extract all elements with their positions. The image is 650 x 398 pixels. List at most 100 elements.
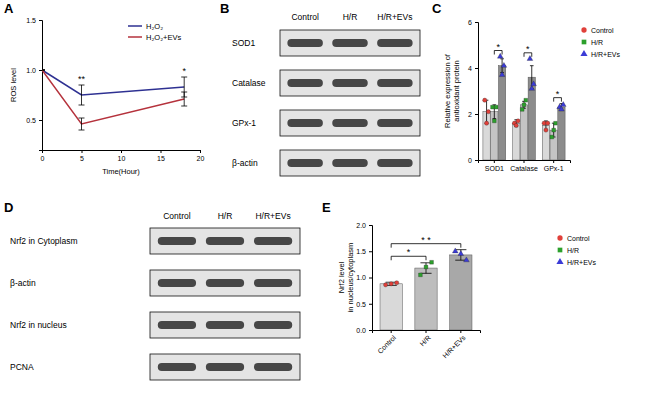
data-point: [501, 62, 507, 67]
data-point: [486, 110, 490, 114]
blot-strip: [150, 312, 300, 338]
blot-band: [287, 159, 322, 167]
blot-band: [377, 119, 412, 127]
blot-band: [377, 159, 412, 167]
blot-band: [158, 321, 196, 329]
data-point: [516, 119, 520, 123]
legend: ControlH/RH/R+EVs: [556, 235, 596, 266]
x-axis-title: Time(Hour): [102, 167, 140, 176]
lane-label: H/R: [343, 12, 358, 22]
blot-band: [158, 363, 196, 371]
error-cap: [79, 105, 85, 106]
tick-mark: [161, 150, 162, 153]
blot-strip: [150, 354, 300, 380]
tick: 2: [468, 111, 478, 118]
row-label: Nrf2 in nucleus: [10, 320, 67, 330]
tick: Catalase: [510, 160, 538, 172]
blot-band: [377, 79, 412, 87]
data-point: [552, 128, 556, 132]
blot-panel: DControlH/RH/R+EVsNrf2 in Cytoplasmβ-act…: [4, 200, 300, 380]
axis-line: [475, 23, 479, 161]
tick-mark: [475, 160, 478, 161]
lane-label: H/R+EVs: [255, 211, 290, 221]
error-bar: [42, 70, 45, 71]
tick-mark: [39, 20, 42, 21]
panel-label: D: [4, 200, 13, 215]
data-point: [389, 282, 393, 286]
tick-label: 1.5: [356, 248, 366, 255]
line-chart: A051015200.51.01.5Time(Hour)ROS level***…: [4, 1, 204, 176]
tick: 5: [80, 150, 84, 162]
annotations: ** *: [391, 235, 461, 261]
annotations: ***: [494, 42, 561, 102]
tick-label: 0.5: [26, 117, 36, 124]
x-axis: SOD1CatalaseGPx-1: [479, 160, 571, 172]
annotation: *: [182, 66, 186, 76]
error-cap: [455, 249, 466, 250]
legend-swatch: [582, 40, 587, 45]
panel-label: C: [432, 1, 442, 16]
legend-swatch: [580, 50, 587, 56]
tick-mark: [524, 160, 525, 163]
data-point: [550, 135, 554, 139]
bar-chart: EControlH/RH/R+EVs0.00.51.01.52.0Nrf2 le…: [322, 200, 596, 359]
blot-band: [158, 279, 196, 287]
tick-mark: [426, 330, 427, 333]
blot-strip: [280, 30, 420, 56]
bar: [380, 284, 402, 330]
error-cap: [42, 70, 45, 71]
error-cap: [181, 92, 187, 93]
tick-mark: [369, 278, 372, 279]
annotation: **: [78, 74, 86, 84]
tick-label: 5: [80, 155, 84, 162]
axis-line: [39, 21, 43, 151]
data-point: [458, 251, 464, 256]
legend-label: H/R+EVs: [567, 259, 596, 266]
bar: [528, 77, 535, 160]
tick: 6: [468, 19, 478, 26]
x-axis: ControlH/RH/R+EVs: [373, 330, 481, 359]
data-point: [514, 123, 518, 127]
y-axis-title-line: Nrf2 level: [337, 261, 346, 293]
blot-band: [254, 363, 292, 371]
axis-line: [373, 331, 481, 334]
data-point: [529, 85, 535, 90]
row-label: Catalase: [232, 78, 266, 88]
error-bar: [522, 101, 526, 108]
blot-strip: [280, 70, 420, 96]
bar: [415, 268, 437, 330]
y-axis-title-line: Relative expression of: [443, 53, 452, 128]
legend-swatch: [128, 25, 142, 27]
blot-strip: [280, 110, 420, 136]
blot-band: [287, 119, 322, 127]
legend-swatch: [128, 36, 142, 38]
blot-band: [254, 279, 292, 287]
legend: ControlH/RH/R+EVs: [580, 27, 620, 58]
error-cap: [42, 70, 45, 71]
tick: Control: [376, 330, 397, 355]
tick-mark: [39, 120, 42, 121]
data-point: [419, 273, 423, 277]
legend-swatch: [556, 258, 563, 264]
tick-label: 1.5: [26, 17, 36, 24]
tick-label: 10: [118, 155, 126, 162]
data-point: [522, 103, 526, 107]
data-point: [560, 102, 566, 107]
y-axis: 0.5 1.0 1.5: [26, 17, 42, 151]
tick: SOD1: [485, 160, 504, 172]
figure: A051015200.51.01.5Time(Hour)ROS level***…: [0, 0, 650, 398]
data-point: [524, 98, 528, 102]
bar: [513, 123, 520, 160]
lane-label: Control: [291, 12, 319, 22]
lane-label: H/R+EVs: [377, 12, 412, 22]
legend-swatch: [558, 248, 563, 253]
tick: 1.0: [26, 67, 42, 74]
tick-mark: [200, 150, 201, 153]
error-bar: [420, 263, 431, 274]
y-axis-title: Nrf2 levelin nucleus/cytoplasm: [337, 243, 355, 313]
data-point: [395, 281, 399, 285]
tick-label: 15: [157, 155, 165, 162]
tick: 2.0: [356, 222, 372, 229]
figure-svg: A051015200.51.01.5Time(Hour)ROS level***…: [0, 0, 650, 398]
error-bar: [79, 118, 85, 130]
